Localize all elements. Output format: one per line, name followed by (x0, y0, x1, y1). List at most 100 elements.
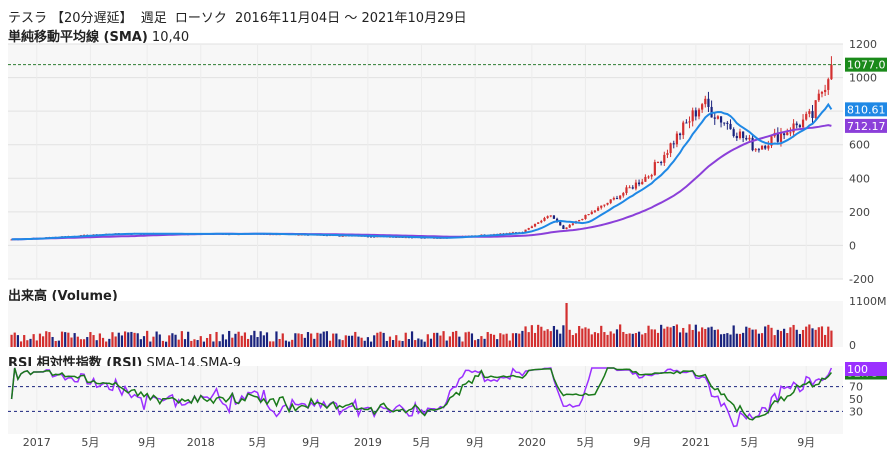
price-tick-label: 400 (849, 172, 870, 185)
price-tick-label: -200 (849, 273, 874, 286)
candle-body (805, 113, 808, 120)
volume-bar (246, 338, 250, 347)
volume-bar (310, 333, 313, 347)
volume-bar (388, 336, 392, 347)
volume-bar (316, 332, 319, 347)
volume-bar (814, 329, 817, 347)
volume-bar (540, 326, 543, 347)
volume-bar (697, 331, 701, 347)
volume-bar (511, 333, 515, 347)
symbol-name: テスラ (8, 11, 48, 26)
volume-bar (455, 330, 458, 347)
volume-bar (10, 334, 13, 347)
volume-bar (735, 333, 738, 347)
volume-bar (231, 337, 234, 347)
volume-bar (682, 327, 685, 347)
volume-bar (237, 331, 240, 347)
sma10-line (11, 102, 833, 241)
candle-body (641, 181, 644, 185)
candle-body (571, 223, 574, 225)
volume-bar (543, 330, 546, 347)
volume-bar (269, 341, 272, 347)
volume-bar (155, 331, 158, 347)
volume-bar (584, 327, 587, 347)
volume-bar (256, 337, 259, 347)
candle-body (637, 182, 641, 185)
candle-body (770, 136, 773, 146)
candle-body (587, 214, 590, 216)
candle-body (748, 137, 751, 140)
volume-bar (738, 333, 742, 347)
volume-bar (704, 328, 707, 347)
delay-note: 【20分遅延】 (51, 11, 133, 26)
volume-bar (606, 334, 609, 347)
volume-bar (202, 341, 206, 347)
volume-bar (637, 331, 641, 347)
candle-body (713, 117, 716, 119)
volume-bar (754, 329, 757, 347)
volume-bar (205, 337, 209, 347)
candle-body (666, 153, 669, 155)
candle-body (792, 123, 795, 133)
volume-bar (114, 336, 117, 347)
candle-body (795, 123, 798, 126)
volume-bar (477, 339, 480, 347)
volume-bar (634, 333, 638, 347)
rsi9-tag-bg (845, 362, 887, 376)
candle-body (373, 236, 376, 238)
volume-bar (142, 336, 146, 347)
volume-bar (615, 329, 619, 347)
rsi-panel-bg (8, 366, 843, 434)
volume-bar (745, 326, 748, 347)
candle-body (600, 205, 603, 208)
volume-bar (622, 331, 625, 347)
volume-bar (120, 335, 124, 347)
candle-body (820, 92, 824, 94)
volume-bar (398, 340, 401, 347)
candle-body (596, 207, 600, 211)
candle-body (603, 204, 606, 206)
volume-bar (713, 329, 716, 347)
candle-body (590, 211, 593, 215)
candle-body (798, 125, 801, 128)
volume-bar (341, 340, 344, 347)
candle-body (524, 229, 527, 233)
candle-body (543, 217, 546, 221)
volume-bar (748, 327, 751, 347)
candle-body (767, 145, 770, 149)
x-tick-label: 9月 (138, 436, 156, 449)
volume-bar (322, 331, 325, 347)
volume-bar (54, 340, 57, 347)
candle-body (584, 214, 587, 219)
volume-bar (111, 332, 114, 347)
volume-bar (218, 341, 221, 347)
volume-bar (489, 333, 492, 347)
x-tick-label: 5月 (576, 436, 594, 449)
volume-bar (360, 337, 363, 347)
volume-bar (146, 330, 149, 347)
volume-bar (628, 333, 631, 347)
candle-body (678, 133, 682, 136)
volume-bar (593, 332, 597, 347)
volume-bar (760, 333, 764, 347)
volume-bar (382, 332, 385, 347)
rsi14-line (10, 367, 832, 421)
chart-header: テスラ 【20分遅延】 週足 ローソク 2016年11月04日 ～ 2021年10… (8, 7, 471, 26)
volume-bar (369, 341, 373, 347)
volume-bar (313, 338, 316, 347)
sma-title: 単純移動平均線 (SMA) (8, 30, 148, 45)
candle-body (723, 122, 726, 124)
rsi-tick-label: 70 (849, 381, 863, 394)
volume-bar (259, 331, 262, 347)
volume-bar (505, 333, 508, 347)
volume-bar (287, 341, 291, 347)
volume-bar (139, 339, 142, 347)
candle-body (719, 116, 723, 123)
candle-body (650, 174, 653, 177)
volume-bar (789, 327, 792, 347)
volume-bar (467, 331, 470, 347)
volume-bar (798, 333, 801, 347)
volume-bar (527, 332, 530, 347)
volume-bar (366, 337, 369, 347)
